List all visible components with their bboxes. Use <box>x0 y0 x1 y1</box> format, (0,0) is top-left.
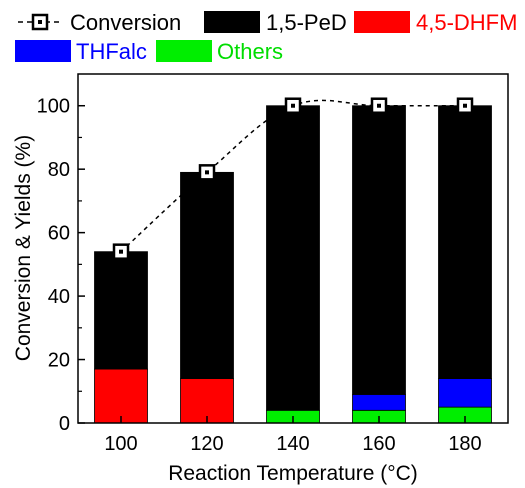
axes-layer: 0 20 40 60 80 100 100 120 140 160 180 <box>37 96 482 455</box>
bar-1-5-ped-160 <box>352 105 406 395</box>
y-tick-label-20: 20 <box>48 350 70 372</box>
x-axis-label: Reaction Temperature (°C) <box>168 462 418 485</box>
legend-swatch-peD <box>204 11 260 33</box>
bar-thfalc-180 <box>438 378 492 408</box>
legend-conversion-marker-dot <box>38 20 42 24</box>
y-tick-label-60: 60 <box>48 223 70 245</box>
x-tick-label-180: 180 <box>448 433 481 455</box>
conversion-marker-dot-160 <box>377 103 381 108</box>
bar-4-5-dhfm-120 <box>180 378 234 424</box>
bar-1-5-ped-100 <box>94 251 148 370</box>
bar-1-5-ped-180 <box>438 105 492 379</box>
conversion-marker-dot-120 <box>205 170 209 175</box>
bar-1-5-ped-120 <box>180 171 234 379</box>
x-tick-label-140: 140 <box>276 433 309 455</box>
conversion-markers-layer <box>112 97 474 260</box>
y-tick-label-0: 0 <box>59 413 70 435</box>
legend-swatch-dhfm <box>354 11 410 33</box>
bar-4-5-dhfm-100 <box>94 368 148 424</box>
y-tick-label-100: 100 <box>37 96 70 118</box>
bar-1-5-ped-140 <box>266 105 320 411</box>
legend: Conversion 1,5-PeD 4,5-DHFM THFalc Other… <box>15 10 517 64</box>
legend-swatch-thfalc <box>15 40 71 62</box>
x-tick-label-160: 160 <box>362 433 395 455</box>
y-axis-label: Conversion & Yields (%) <box>12 135 35 361</box>
x-tick-label-120: 120 <box>190 433 223 455</box>
x-tick-label-100: 100 <box>104 433 137 455</box>
conversion-marker-dot-100 <box>119 249 123 254</box>
legend-label-others: Others <box>217 39 283 64</box>
conversion-marker-dot-140 <box>291 103 295 108</box>
conversion-marker-dot-180 <box>463 103 467 108</box>
y-tick-label-40: 40 <box>48 286 70 308</box>
legend-label-thfalc: THFalc <box>76 39 147 64</box>
bar-thfalc-160 <box>352 394 406 411</box>
y-tick-label-80: 80 <box>48 159 70 181</box>
legend-swatch-others <box>156 40 212 62</box>
bars-layer <box>94 105 492 424</box>
legend-label-conversion: Conversion <box>70 10 181 35</box>
legend-label-peD: 1,5-PeD <box>266 10 347 35</box>
legend-label-dhfm: 4,5-DHFM <box>416 10 517 35</box>
